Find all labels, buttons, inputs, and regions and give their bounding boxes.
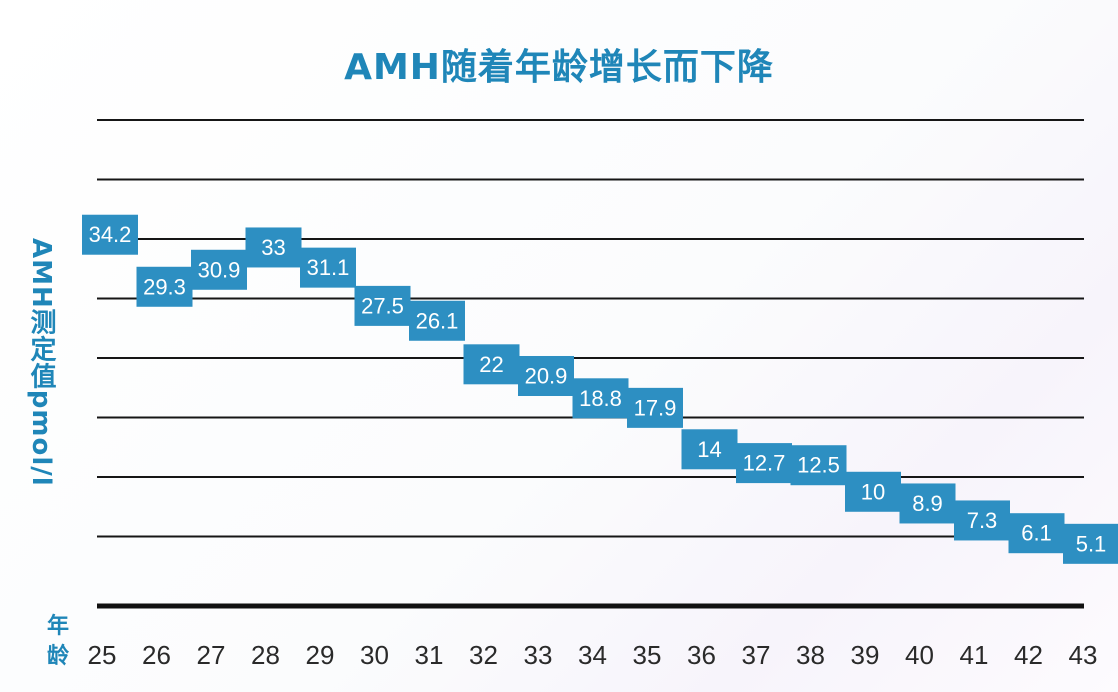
data-point-rect <box>82 214 138 255</box>
x-tick-label: 32 <box>469 640 498 670</box>
data-label: 18.8 <box>579 386 622 411</box>
data-point-box: 30.9 <box>191 249 247 290</box>
data-label: 31.1 <box>307 255 350 280</box>
data-point-box: 27.5 <box>354 285 411 326</box>
data-label: 26.1 <box>416 308 459 333</box>
x-axis-title: 年龄 <box>46 614 69 669</box>
data-label: 22 <box>479 352 503 377</box>
data-point-box: 12.7 <box>736 443 792 484</box>
data-point-rect <box>572 378 629 419</box>
x-tick-label: 25 <box>88 640 117 670</box>
data-point-rect <box>409 300 465 341</box>
data-label: 5.1 <box>1076 531 1107 556</box>
x-tick-label: 35 <box>633 640 662 670</box>
data-point-box: 22 <box>463 344 520 385</box>
x-tick-label: 27 <box>197 640 226 670</box>
data-label: 30.9 <box>198 257 241 282</box>
data-label: 34.2 <box>89 222 132 247</box>
data-point-box: 29.3 <box>136 266 193 307</box>
x-tick-label: 41 <box>960 640 989 670</box>
data-point-box: 12.5 <box>790 445 847 486</box>
data-label: 27.5 <box>361 293 404 318</box>
data-point-box: 14 <box>681 429 738 470</box>
data-label: 10 <box>861 479 885 504</box>
x-tick-label: 40 <box>905 640 934 670</box>
data-label: 29.3 <box>143 274 186 299</box>
y-axis-title: AMH测定值pmol/l <box>26 238 56 487</box>
x-tick-label: 37 <box>742 640 771 670</box>
data-point-rect <box>300 247 356 288</box>
data-point-rect <box>518 355 574 396</box>
data-point-box: 26.1 <box>409 300 465 341</box>
x-tick-label: 39 <box>851 640 880 670</box>
data-point-rect <box>790 445 847 486</box>
data-point-rect <box>681 429 738 470</box>
x-tick-label: 29 <box>306 640 335 670</box>
data-point-rect <box>736 443 792 484</box>
data-point-rect <box>245 227 302 268</box>
value-boxes: 34.2 29.3 30.9 33 31.1 27.5 26.1 22 20.9 18.8 17.9… <box>82 214 1118 564</box>
data-label: 6.1 <box>1021 521 1052 546</box>
data-label: 12.5 <box>797 453 840 478</box>
data-label: 12.7 <box>743 451 786 476</box>
x-tick-label: 28 <box>251 640 280 670</box>
data-point-box: 7.3 <box>954 500 1010 541</box>
data-point-rect <box>1008 513 1065 554</box>
data-point-box: 10 <box>845 471 901 512</box>
gridlines <box>97 119 1084 609</box>
x-tick-label: 42 <box>1014 640 1043 670</box>
x-tick-label: 31 <box>415 640 444 670</box>
data-point-box: 33 <box>245 227 302 268</box>
data-label: 7.3 <box>967 508 998 533</box>
x-tick-labels: 25 26 27 28 29 30 31 32 33 34 35 36 37 38 39 40 41 42 43 <box>88 640 1098 670</box>
data-point-box: 8.9 <box>899 483 956 524</box>
data-point-box: 5.1 <box>1063 523 1118 564</box>
data-point-rect <box>627 387 683 428</box>
data-point-rect <box>1063 523 1118 564</box>
data-point-rect <box>191 249 247 290</box>
data-point-box: 17.9 <box>627 387 683 428</box>
x-tick-label: 38 <box>796 640 825 670</box>
data-point-rect <box>845 471 901 512</box>
data-label: 33 <box>261 235 285 260</box>
x-tick-label: 30 <box>360 640 389 670</box>
data-point-box: 34.2 <box>82 214 138 255</box>
data-point-rect <box>136 266 193 307</box>
data-point-rect <box>954 500 1010 541</box>
data-point-rect <box>463 344 520 385</box>
chart-title: AMH随着年龄增长而下降 <box>344 47 774 88</box>
data-label: 20.9 <box>525 363 568 388</box>
data-label: 17.9 <box>634 395 677 420</box>
data-point-box: 20.9 <box>518 355 574 396</box>
x-tick-label: 43 <box>1069 640 1098 670</box>
x-tick-label: 33 <box>524 640 553 670</box>
data-point-rect <box>899 483 956 524</box>
x-tick-label: 26 <box>142 640 171 670</box>
data-point-box: 6.1 <box>1008 513 1065 554</box>
data-point-box: 18.8 <box>572 378 629 419</box>
x-tick-label: 34 <box>578 640 607 670</box>
data-point-rect <box>354 285 411 326</box>
data-label: 14 <box>697 437 721 462</box>
data-point-box: 31.1 <box>300 247 356 288</box>
data-label: 8.9 <box>912 491 943 516</box>
x-tick-label: 36 <box>687 640 716 670</box>
